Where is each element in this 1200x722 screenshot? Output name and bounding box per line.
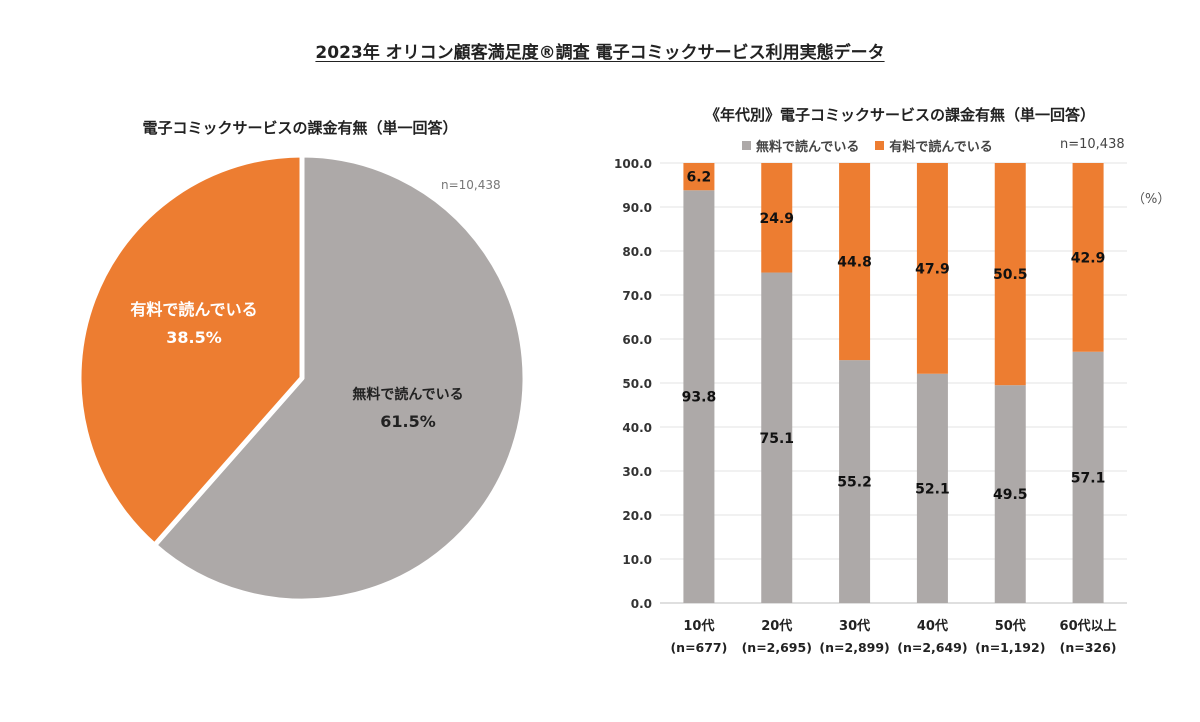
x-tick-sample-size: (n=326) xyxy=(1060,640,1117,655)
bar-free-1 xyxy=(761,272,793,603)
bar-sample-size: n=10,438 xyxy=(1060,137,1125,152)
y-tick-label: 30.0 xyxy=(622,465,652,479)
pie-slice-free xyxy=(152,152,528,604)
y-tick-label: 40.0 xyxy=(622,421,652,435)
bar-paid-5 xyxy=(1072,163,1104,352)
value-label-paid-0: 6.2 xyxy=(687,170,712,186)
legend-swatch-free xyxy=(742,141,751,150)
x-tick-sample-size: (n=2,899) xyxy=(819,640,889,655)
y-tick-label: 20.0 xyxy=(622,509,652,523)
legend-swatch-paid xyxy=(875,141,885,150)
y-tick-label: 90.0 xyxy=(622,201,652,215)
bar-paid-1 xyxy=(761,163,793,273)
x-tick-label: 40代 xyxy=(917,618,948,634)
bar-free-3 xyxy=(916,373,948,603)
y-tick-label: 100.0 xyxy=(614,157,652,171)
x-tick-label: 60代以上 xyxy=(1060,618,1117,634)
pie-chart: 無料で読んでいる 61.5% 有料で読んでいる 38.5% xyxy=(76,152,528,604)
bar-free-0 xyxy=(683,190,715,603)
y-tick-label: 70.0 xyxy=(622,289,652,303)
bar-paid-0 xyxy=(683,163,715,191)
bar-free-4 xyxy=(994,385,1026,603)
x-tick-label: 30代 xyxy=(839,618,870,634)
pie-chart-title: 電子コミックサービスの課金有無（単一回答） xyxy=(142,119,458,137)
x-tick-label: 10代 xyxy=(683,618,714,634)
x-tick-sample-size: (n=1,192) xyxy=(975,640,1045,655)
y-tick-label: 60.0 xyxy=(622,333,652,347)
bar-legend: 無料で読んでいる 有料で読んでいる xyxy=(742,136,993,155)
y-tick-label: 50.0 xyxy=(622,377,652,391)
x-tick-sample-size: (n=677) xyxy=(670,640,727,655)
y-tick-label: 80.0 xyxy=(622,245,652,259)
bar-paid-2 xyxy=(839,163,871,361)
legend-item-free: 無料で読んでいる xyxy=(742,136,859,155)
unit-label: （%） xyxy=(1132,192,1171,207)
pie-slice-paid xyxy=(76,152,305,548)
pie-label-0: 無料で読んでいる xyxy=(352,386,463,403)
bar-free-2 xyxy=(839,360,871,603)
bar-chart-title: 《年代別》電子コミックサービスの課金有無（単一回答） xyxy=(704,106,1095,124)
main-title: 2023年 オリコン顧客満足度®調査 電子コミックサービス利用実態データ xyxy=(0,38,1200,63)
value-label-paid-1: 24.9 xyxy=(759,211,794,227)
value-label-paid-3: 47.9 xyxy=(915,261,950,277)
value-label-paid-4: 50.5 xyxy=(993,267,1028,283)
bar-paid-3 xyxy=(916,163,948,374)
value-label-free-2: 55.2 xyxy=(837,475,872,491)
legend-label-paid: 有料で読んでいる xyxy=(889,140,993,155)
legend-label-free: 無料で読んでいる xyxy=(756,140,860,155)
bar-free-5 xyxy=(1072,351,1104,603)
value-label-free-3: 52.1 xyxy=(915,481,950,497)
value-label-free-5: 57.1 xyxy=(1071,470,1106,486)
value-label-free-1: 75.1 xyxy=(759,431,794,447)
x-tick-label: 20代 xyxy=(761,618,792,634)
legend-item-paid: 有料で読んでいる xyxy=(875,136,993,155)
y-tick-label: 10.0 xyxy=(622,553,652,567)
pie-label-1: 有料で読んでいる xyxy=(130,300,257,319)
pie-sample-size: n=10,438 xyxy=(441,178,501,192)
bar-paid-4 xyxy=(994,163,1026,386)
pie-value-0: 61.5% xyxy=(380,412,436,431)
x-tick-sample-size: (n=2,695) xyxy=(742,640,812,655)
y-tick-label: 0.0 xyxy=(631,597,652,611)
value-label-paid-2: 44.8 xyxy=(837,255,872,271)
pie-value-1: 38.5% xyxy=(166,328,222,347)
value-label-paid-5: 42.9 xyxy=(1071,250,1106,266)
main-title-text: 2023年 オリコン顧客満足度®調査 電子コミックサービス利用実態データ xyxy=(315,43,885,63)
value-label-free-4: 49.5 xyxy=(993,487,1028,503)
x-tick-sample-size: (n=2,649) xyxy=(897,640,967,655)
value-label-free-0: 93.8 xyxy=(682,390,717,406)
x-tick-label: 50代 xyxy=(995,618,1026,634)
